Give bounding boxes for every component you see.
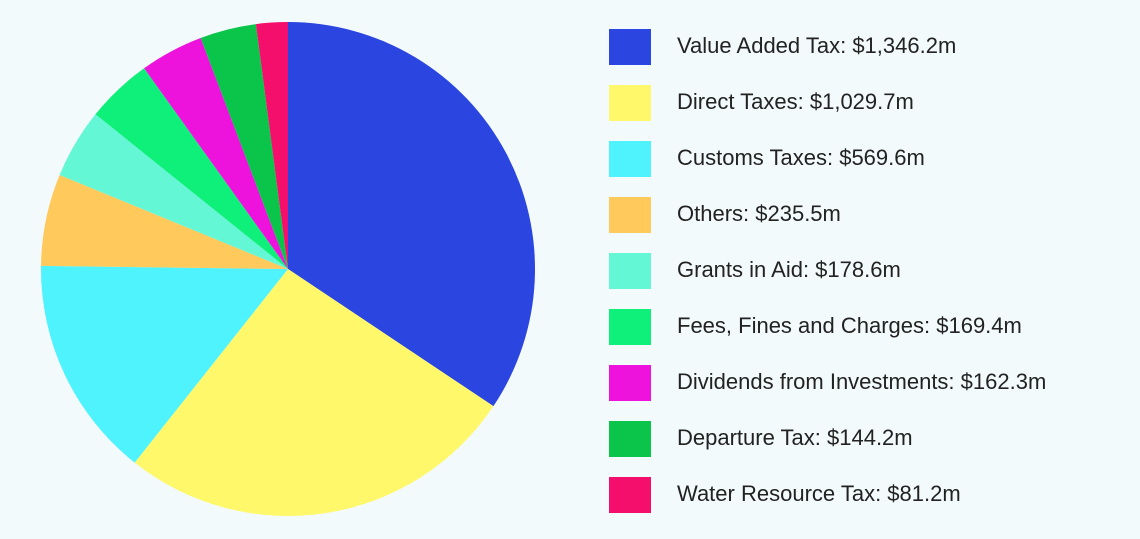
pie-slice: [41, 174, 288, 269]
legend-swatch: [609, 477, 651, 513]
pie-slice: [144, 37, 288, 270]
legend-swatch: [609, 197, 651, 233]
legend-label: Water Resource Tax: $81.2m: [677, 481, 961, 506]
legend-swatch: [609, 253, 651, 289]
legend-swatch: [609, 421, 651, 457]
pie-slice: [200, 24, 288, 269]
pie-slice: [59, 114, 289, 269]
legend-swatch: [609, 29, 651, 65]
pie-slice: [95, 68, 288, 270]
legend-swatch: [609, 309, 651, 345]
legend-label: Others: $235.5m: [677, 201, 841, 226]
legend-label: Value Added Tax: $1,346.2m: [677, 33, 956, 58]
legend-swatch: [609, 365, 651, 401]
pie-slice: [288, 22, 535, 407]
legend-label: Grants in Aid: $178.6m: [677, 257, 901, 282]
legend-label: Fees, Fines and Charges: $169.4m: [677, 313, 1022, 338]
legend-label: Direct Taxes: $1,029.7m: [677, 89, 914, 114]
legend-label: Customs Taxes: $569.6m: [677, 145, 925, 170]
legend-swatch: [609, 141, 651, 177]
legend-label: Dividends from Investments: $162.3m: [677, 369, 1046, 394]
legend-swatch: [609, 85, 651, 121]
pie-slice: [134, 269, 494, 516]
legend-label: Departure Tax: $144.2m: [677, 425, 913, 450]
pie-slice: [255, 22, 288, 269]
pie-slice: [41, 265, 288, 463]
